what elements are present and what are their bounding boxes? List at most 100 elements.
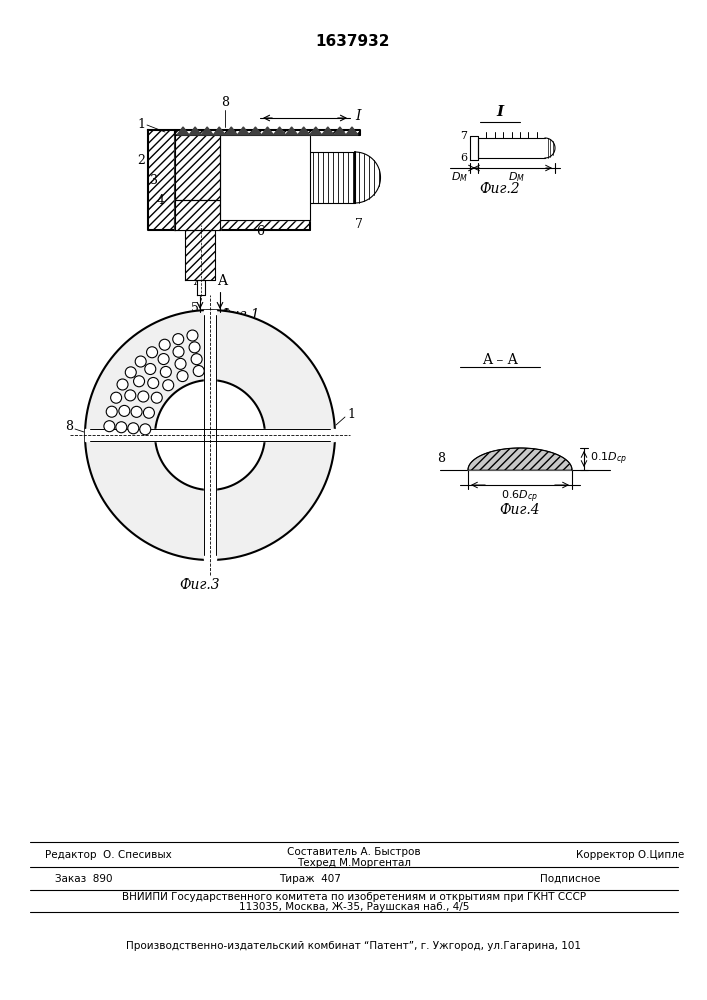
Polygon shape [334, 127, 346, 135]
Polygon shape [177, 127, 189, 135]
Text: Корректор О.Ципле: Корректор О.Ципле [576, 850, 684, 859]
Text: $0.1D_{cp}$: $0.1D_{cp}$ [590, 451, 627, 467]
Circle shape [135, 356, 146, 367]
Circle shape [131, 406, 142, 417]
Circle shape [125, 390, 136, 401]
Text: Тираж  407: Тираж 407 [279, 874, 341, 884]
Circle shape [187, 330, 198, 341]
Polygon shape [470, 136, 478, 160]
Polygon shape [175, 130, 360, 135]
Polygon shape [175, 135, 220, 200]
Circle shape [146, 347, 158, 358]
Text: Фиг.3: Фиг.3 [180, 578, 221, 592]
Polygon shape [346, 127, 358, 135]
Polygon shape [185, 230, 215, 280]
Text: Производственно-издательский комбинат “Патент”, г. Ужгород, ул.Гагарина, 101: Производственно-издательский комбинат “П… [127, 941, 581, 951]
Text: Составитель А. Быстров: Составитель А. Быстров [287, 847, 421, 857]
Text: I: I [355, 109, 361, 123]
Text: Фиг.2: Фиг.2 [479, 182, 520, 196]
Text: 2: 2 [137, 153, 145, 166]
Polygon shape [201, 127, 214, 135]
Polygon shape [286, 127, 298, 135]
Text: 8: 8 [65, 420, 73, 434]
Polygon shape [298, 127, 310, 135]
Circle shape [104, 421, 115, 432]
Circle shape [160, 366, 171, 377]
Text: $D_M$: $D_M$ [508, 170, 525, 184]
Polygon shape [468, 448, 572, 470]
Circle shape [116, 422, 127, 433]
Polygon shape [175, 220, 310, 230]
Text: Фиг.4: Фиг.4 [500, 503, 540, 517]
Polygon shape [238, 127, 250, 135]
Polygon shape [226, 127, 238, 135]
Circle shape [173, 334, 184, 345]
Circle shape [189, 342, 200, 353]
Polygon shape [85, 429, 335, 441]
Circle shape [191, 354, 202, 365]
Polygon shape [322, 127, 334, 135]
Circle shape [175, 358, 186, 369]
Circle shape [177, 371, 188, 382]
Polygon shape [274, 127, 286, 135]
Text: I: I [496, 105, 503, 119]
Text: 6: 6 [256, 225, 264, 238]
Circle shape [119, 405, 130, 416]
Text: Техред М.Моргентал: Техред М.Моргентал [297, 858, 411, 868]
Polygon shape [214, 127, 226, 135]
Polygon shape [310, 127, 322, 135]
Text: ВНИИПИ Государственного комитета по изобретениям и открытиям при ГКНТ СССР: ВНИИПИ Государственного комитета по изоб… [122, 892, 586, 902]
Circle shape [159, 339, 170, 350]
Circle shape [110, 392, 122, 403]
Text: $0.6D_{cp}$: $0.6D_{cp}$ [501, 489, 539, 505]
Circle shape [145, 364, 156, 375]
Text: A: A [217, 274, 227, 288]
Text: 1637932: 1637932 [316, 34, 390, 49]
Circle shape [158, 354, 169, 365]
Polygon shape [85, 310, 335, 560]
Polygon shape [175, 200, 220, 230]
Text: 7: 7 [355, 219, 363, 232]
Circle shape [151, 392, 162, 403]
Polygon shape [545, 138, 555, 158]
Polygon shape [148, 130, 175, 230]
Circle shape [173, 346, 184, 357]
Text: 4: 4 [157, 194, 165, 207]
Text: Заказ  890: Заказ 890 [55, 874, 112, 884]
Circle shape [106, 406, 117, 417]
Polygon shape [189, 127, 201, 135]
Circle shape [163, 380, 174, 391]
Polygon shape [197, 280, 205, 295]
Circle shape [138, 391, 148, 402]
Circle shape [140, 424, 151, 435]
Text: Подписное: Подписное [540, 874, 600, 884]
Polygon shape [204, 310, 216, 560]
Polygon shape [310, 152, 355, 203]
Circle shape [148, 377, 159, 388]
Circle shape [134, 376, 144, 387]
Polygon shape [155, 380, 265, 490]
Text: A: A [193, 274, 203, 288]
Text: Фиг.1: Фиг.1 [220, 308, 260, 322]
Polygon shape [220, 135, 310, 220]
Polygon shape [250, 127, 262, 135]
Circle shape [193, 365, 204, 376]
Polygon shape [262, 127, 274, 135]
Text: 113035, Москва, Ж-35, Раушская наб., 4/5: 113035, Москва, Ж-35, Раушская наб., 4/5 [239, 902, 469, 912]
Text: 1: 1 [347, 408, 355, 422]
Text: 8: 8 [437, 452, 445, 464]
Text: 7: 7 [460, 131, 467, 141]
Text: 5: 5 [191, 302, 199, 315]
Text: 6: 6 [460, 153, 467, 163]
Text: A – A: A – A [482, 353, 518, 367]
Polygon shape [478, 138, 545, 158]
Text: Редактор  О. Спесивых: Редактор О. Спесивых [45, 850, 172, 859]
Text: 8: 8 [221, 97, 229, 109]
Text: 1: 1 [137, 118, 145, 131]
Circle shape [144, 407, 154, 418]
Text: $D_M$: $D_M$ [452, 170, 469, 184]
Polygon shape [355, 152, 380, 203]
Circle shape [128, 423, 139, 434]
Text: 3: 3 [150, 174, 158, 186]
Circle shape [117, 379, 128, 390]
